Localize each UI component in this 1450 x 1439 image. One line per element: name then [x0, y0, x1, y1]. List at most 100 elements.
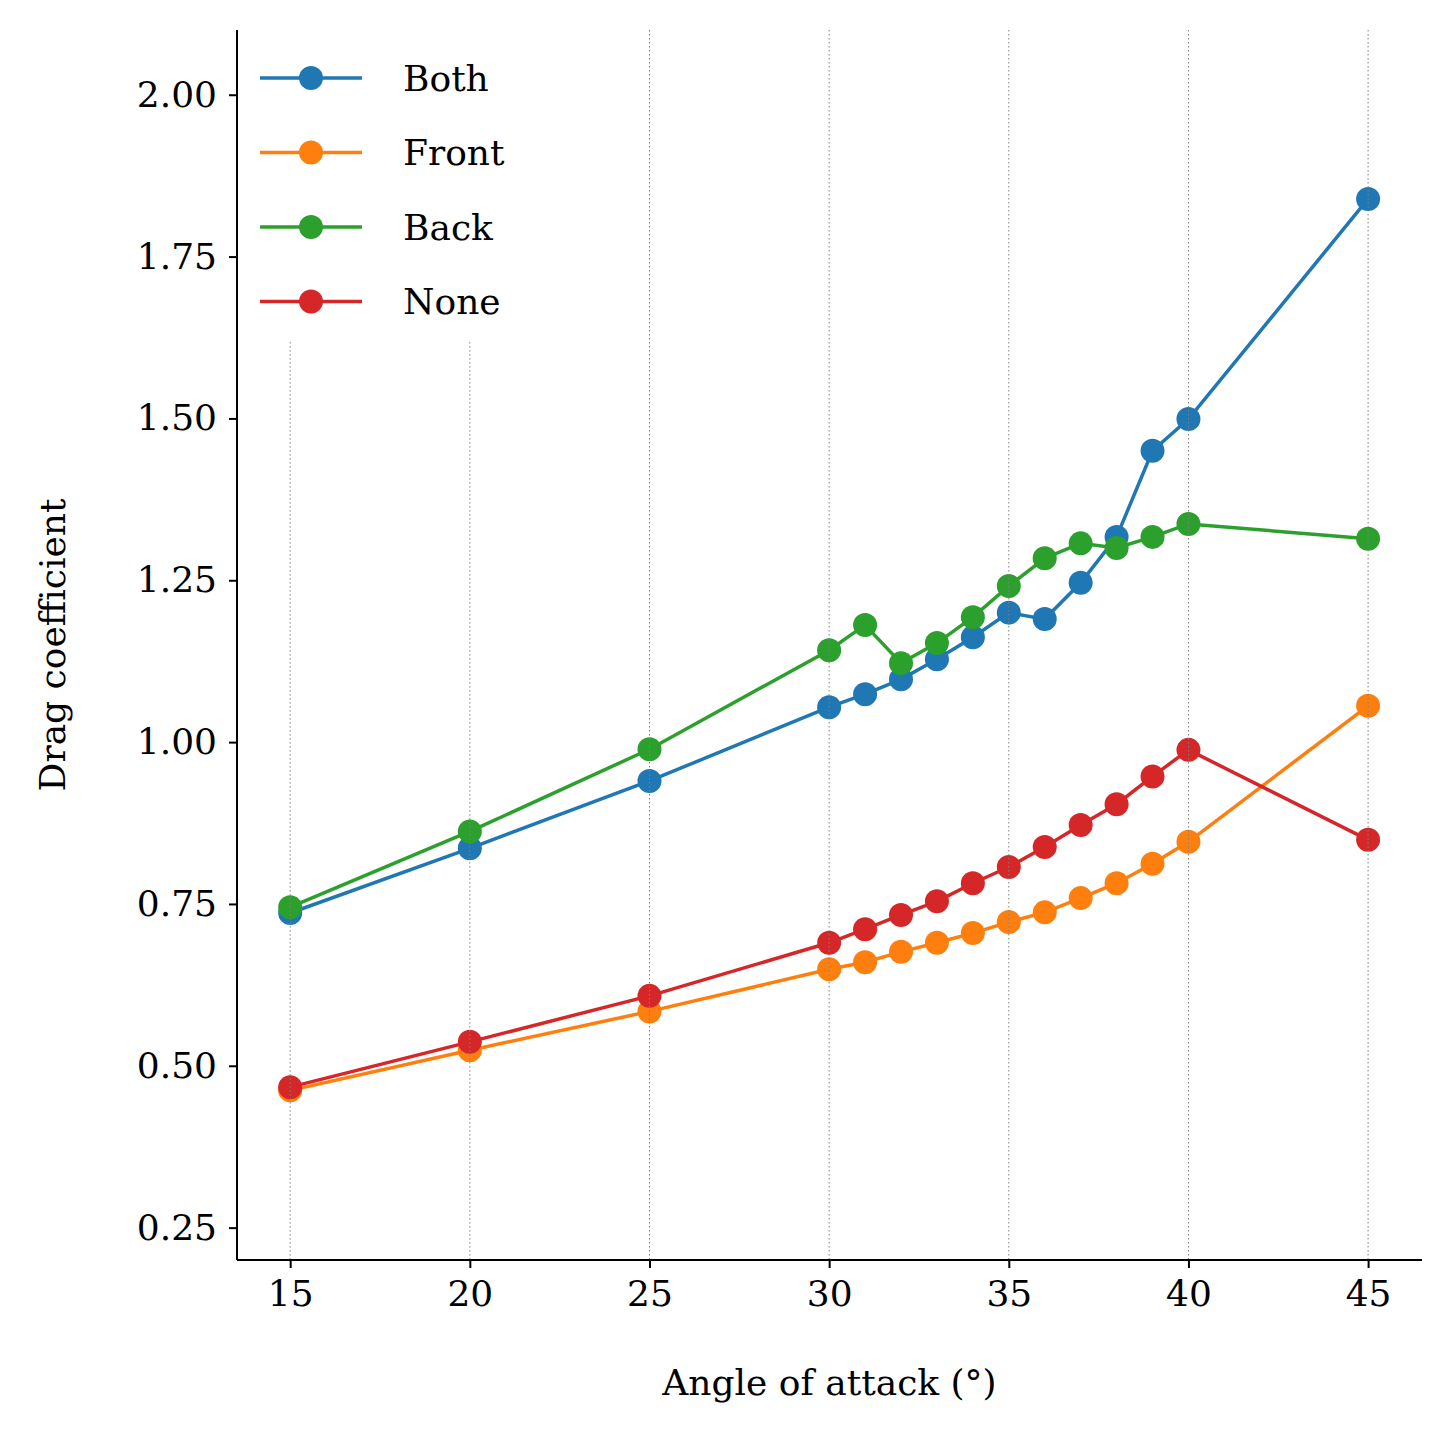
y-tick: 1.75 [137, 236, 237, 277]
plot-area [278, 187, 1380, 1102]
y-tick: 1.00 [137, 721, 237, 762]
data-point [1105, 871, 1129, 895]
x-tick-mark [649, 1260, 651, 1268]
legend-entry: Back [260, 207, 494, 248]
grid-line [1008, 30, 1009, 1260]
x-tick-mark [829, 1260, 831, 1268]
y-tick: 0.25 [137, 1207, 237, 1248]
grid-line [290, 342, 291, 1260]
legend-entry: Both [260, 58, 489, 99]
legend-marker [299, 66, 323, 90]
data-point [1141, 852, 1165, 876]
y-tick: 0.50 [137, 1045, 237, 1086]
data-point [1141, 525, 1165, 549]
data-point [1141, 764, 1165, 788]
y-axis-line [236, 30, 238, 1260]
x-tick: 15 [268, 1260, 314, 1314]
y-tick-mark [229, 742, 237, 744]
grid-line [829, 30, 830, 1260]
y-tick-mark [229, 580, 237, 582]
x-tick-label: 25 [627, 1273, 673, 1314]
x-axis: 15 20 25 30 35 40 45 [237, 1260, 1422, 1314]
grid-line [1188, 30, 1189, 1260]
data-point [1033, 607, 1057, 631]
x-tick: 25 [627, 1260, 673, 1314]
data-point [637, 737, 661, 761]
y-axis-title: Drag coefficient [32, 498, 73, 791]
x-tick-label: 35 [986, 1273, 1032, 1314]
x-tick-label: 15 [268, 1273, 314, 1314]
data-point [1069, 886, 1093, 910]
data-point [637, 769, 661, 793]
data-point [1141, 439, 1165, 463]
y-tick-label: 0.25 [137, 1207, 217, 1248]
data-point [1176, 512, 1200, 536]
y-tick-label: 0.50 [137, 1045, 217, 1086]
data-point [853, 682, 877, 706]
data-point [1069, 813, 1093, 837]
y-tick-label: 1.75 [137, 236, 217, 277]
x-tick-label: 45 [1346, 1273, 1392, 1314]
legend-marker [299, 215, 323, 239]
data-point [1033, 546, 1057, 570]
x-tick-mark [290, 1260, 292, 1268]
data-point [1105, 536, 1129, 560]
legend-entry: Front [260, 132, 505, 173]
legend-label: Front [403, 132, 505, 173]
grid-line [469, 342, 470, 1260]
y-tick-label: 2.00 [137, 74, 217, 115]
chart: BothFrontBackNone152025303540450.250.500… [0, 0, 1450, 1439]
data-point [817, 957, 841, 981]
data-point [889, 651, 913, 675]
data-point [961, 871, 985, 895]
legend-label: None [403, 281, 501, 322]
data-point [853, 613, 877, 637]
legend: Both Front Back None [260, 58, 505, 323]
y-tick-mark [229, 903, 237, 905]
y-tick: 1.50 [137, 397, 237, 438]
y-axis: 0.25 0.50 0.75 1.00 1.25 1.50 1.75 2.00 [137, 30, 237, 1260]
legend-label: Back [403, 207, 494, 248]
x-tick-label: 20 [447, 1273, 493, 1314]
legend-marker [299, 141, 323, 165]
data-point [1033, 835, 1057, 859]
x-tick: 40 [1166, 1260, 1212, 1314]
data-point [1069, 571, 1093, 595]
y-tick-mark [229, 1065, 237, 1067]
data-point [925, 931, 949, 955]
data-point [925, 889, 949, 913]
y-tick-label: 0.75 [137, 883, 217, 924]
y-tick-mark [229, 1227, 237, 1229]
x-axis-title: Angle of attack (°) [661, 1362, 996, 1403]
data-point [997, 601, 1021, 625]
data-point [889, 940, 913, 964]
grid-line [1368, 30, 1369, 1260]
y-tick-label: 1.00 [137, 721, 217, 762]
data-point [889, 903, 913, 927]
x-tick: 30 [807, 1260, 853, 1314]
y-tick: 1.25 [137, 559, 237, 600]
y-tick: 2.00 [137, 74, 237, 115]
series-line [290, 524, 1368, 907]
x-tick-mark [1008, 1260, 1010, 1268]
data-point [1105, 792, 1129, 816]
y-tick-mark [229, 94, 237, 96]
x-tick: 35 [986, 1260, 1032, 1314]
x-tick-mark [469, 1260, 471, 1268]
data-point [853, 950, 877, 974]
legend-label: Both [403, 58, 489, 99]
grid [290, 30, 1368, 1260]
x-tick-label: 30 [807, 1273, 853, 1314]
legend-marker [299, 290, 323, 314]
data-point [961, 921, 985, 945]
x-tick-mark [1188, 1260, 1190, 1268]
y-tick-mark [229, 418, 237, 420]
data-point [961, 605, 985, 629]
x-tick-mark [1368, 1260, 1370, 1268]
data-point [925, 631, 949, 655]
x-tick: 45 [1346, 1260, 1392, 1314]
y-tick-label: 1.25 [137, 559, 217, 600]
y-tick: 0.75 [137, 883, 237, 924]
data-point [1033, 900, 1057, 924]
y-tick-label: 1.50 [137, 397, 217, 438]
